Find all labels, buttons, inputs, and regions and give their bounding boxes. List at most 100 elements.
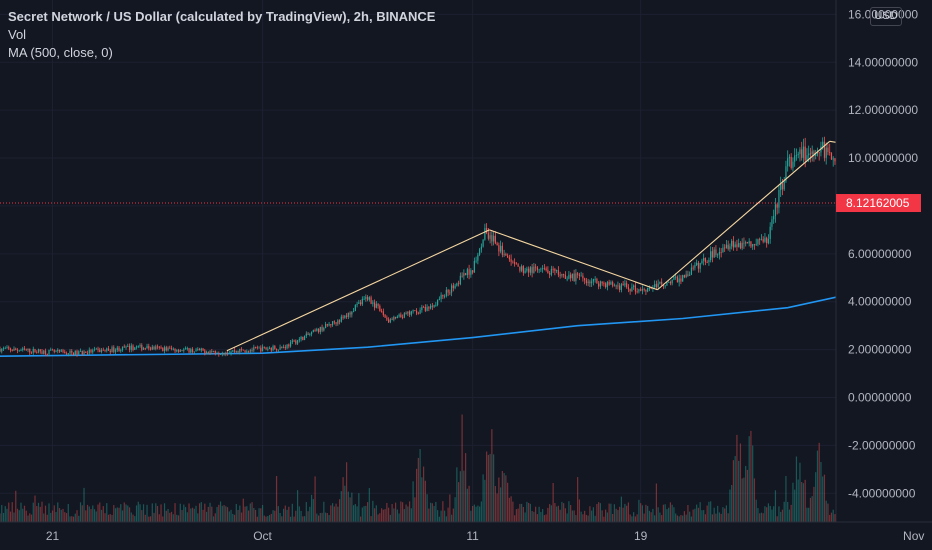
candle-body (401, 317, 404, 318)
volume-bar (330, 505, 332, 522)
candle-body (760, 239, 763, 241)
volume-bar (92, 505, 94, 522)
candle-body (407, 311, 409, 314)
volume-bar (128, 507, 131, 522)
candle-body (288, 344, 290, 347)
candle-body (487, 232, 489, 239)
candle-body (114, 350, 117, 352)
volume-bar (802, 483, 805, 522)
candle-body (48, 349, 50, 355)
volume-bar (57, 502, 59, 522)
volume-bar (275, 476, 278, 522)
candle-body (9, 348, 12, 351)
volume-bar (317, 515, 320, 522)
volume-bar (699, 502, 701, 522)
volume-bar (571, 510, 573, 522)
volume-bar (512, 501, 514, 522)
candle-body (111, 347, 113, 353)
candle-body (533, 266, 535, 273)
volume-bar (696, 504, 698, 522)
candle-body (459, 275, 461, 285)
candle-body (790, 156, 792, 168)
candle-body (741, 242, 743, 249)
candle-body (307, 333, 309, 335)
volume-bar (139, 504, 141, 522)
candle-body (415, 310, 418, 314)
candle-body (191, 349, 194, 352)
candle-body (309, 334, 311, 335)
candle-body (391, 319, 393, 321)
candle-body (265, 347, 267, 350)
price-tick-label: 2.00000000 (848, 343, 912, 357)
symbol-title[interactable]: Secret Network / US Dollar (calculated b… (8, 9, 436, 24)
candle-body (44, 350, 47, 354)
candle-body (603, 283, 605, 285)
candle-body (570, 274, 572, 279)
volume-bar (328, 515, 330, 522)
candle-body (750, 241, 752, 247)
volume-bar (666, 509, 668, 522)
volume-indicator-label[interactable]: Vol (8, 27, 27, 42)
volume-bar (214, 513, 216, 522)
candle-body (535, 266, 537, 268)
volume-bar (305, 502, 307, 522)
volume-bar (472, 505, 474, 522)
candle-body (43, 350, 45, 354)
candle-body (486, 228, 488, 233)
volume-bar (380, 508, 383, 522)
candle-body (587, 281, 589, 284)
candle-body (160, 347, 162, 349)
candle-body (148, 346, 150, 349)
candle-body (214, 350, 216, 354)
volume-bar (752, 445, 754, 522)
volume-bar (468, 485, 470, 522)
volume-bar (20, 502, 22, 522)
volume-bar (587, 515, 589, 522)
candle-body (704, 258, 707, 262)
candle-body (275, 348, 278, 351)
volume-bar (417, 457, 419, 522)
candle-body (781, 183, 784, 190)
candle-body (209, 351, 211, 354)
volume-bar (449, 494, 451, 522)
volume-bar (501, 470, 503, 522)
volume-bar (172, 514, 174, 522)
candle-body (463, 273, 465, 276)
volume-bar (286, 509, 288, 522)
volume-bar (239, 505, 241, 522)
candle-body (452, 285, 454, 289)
volume-bar (473, 504, 475, 522)
candle-body (106, 348, 108, 351)
ma-polyline (0, 276, 932, 357)
volume-bar (384, 509, 386, 522)
volume-bar (815, 472, 817, 522)
volume-bar (396, 509, 398, 522)
price-tick-label: 4.00000000 (848, 295, 912, 309)
candle-body (141, 345, 143, 350)
candle-body (242, 349, 244, 351)
candle-body (489, 235, 491, 239)
candle-body (30, 352, 33, 354)
candle-body (787, 158, 789, 167)
candle-body (736, 244, 738, 247)
candle-body (517, 264, 519, 267)
candle-body (431, 305, 433, 307)
candle-body (802, 146, 805, 158)
ma-indicator-label[interactable]: MA (500, close, 0) (8, 45, 113, 60)
volume-bar (706, 505, 708, 522)
currency-button[interactable]: USD (870, 7, 902, 26)
volume-bar (373, 508, 376, 522)
volume-bar (538, 506, 540, 522)
candle-body (230, 351, 232, 354)
candle-body (813, 151, 815, 156)
volume-bar (739, 443, 742, 522)
time-axis[interactable]: 21Oct1119Nov1523 (0, 521, 932, 550)
candle-body (172, 348, 174, 350)
candle-body (310, 332, 313, 335)
volume-bar (634, 516, 637, 522)
candle-body (41, 351, 43, 354)
volume-bar (794, 489, 796, 522)
volume-bar (680, 515, 682, 522)
price-axis[interactable]: 16.00000000 14.00000000 12.00000000 10.0000… (835, 0, 932, 550)
